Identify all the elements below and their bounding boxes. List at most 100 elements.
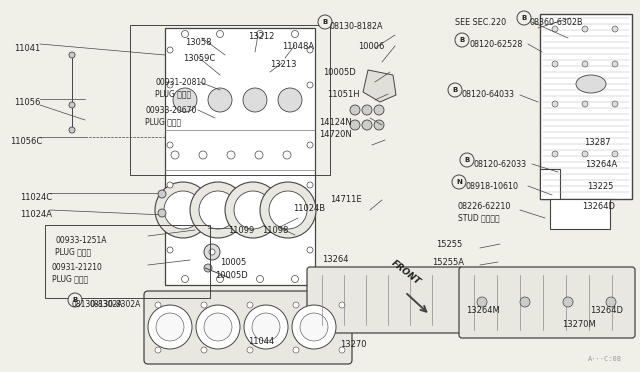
Text: 10005D: 10005D xyxy=(215,271,248,280)
Circle shape xyxy=(520,297,530,307)
Circle shape xyxy=(612,61,618,67)
Text: 11048A: 11048A xyxy=(282,42,314,51)
Text: 13212: 13212 xyxy=(248,32,275,41)
Text: 11056: 11056 xyxy=(14,98,40,107)
Circle shape xyxy=(158,209,166,217)
Polygon shape xyxy=(363,70,396,102)
Text: 00931-21210: 00931-21210 xyxy=(52,263,103,272)
Circle shape xyxy=(173,88,197,112)
Circle shape xyxy=(208,88,232,112)
Circle shape xyxy=(234,191,272,229)
Circle shape xyxy=(156,313,184,341)
Circle shape xyxy=(291,31,298,38)
Circle shape xyxy=(350,105,360,115)
Text: B: B xyxy=(452,87,458,93)
Text: 15255: 15255 xyxy=(436,240,462,249)
Text: 11024B: 11024B xyxy=(293,204,325,213)
Text: PLUG プラグ: PLUG プラグ xyxy=(145,117,181,126)
Circle shape xyxy=(283,151,291,159)
Bar xyxy=(550,199,610,229)
Text: 11056C: 11056C xyxy=(10,137,42,146)
Circle shape xyxy=(552,151,558,157)
Circle shape xyxy=(182,31,189,38)
Text: B: B xyxy=(460,37,465,43)
Circle shape xyxy=(307,82,313,88)
Text: 08120-64033: 08120-64033 xyxy=(462,90,515,99)
Text: 08130-8302A: 08130-8302A xyxy=(90,300,141,309)
Circle shape xyxy=(247,302,253,308)
Circle shape xyxy=(448,83,462,97)
Text: 11024A: 11024A xyxy=(20,210,52,219)
Text: STUD スタッド: STUD スタッド xyxy=(458,213,500,222)
Circle shape xyxy=(563,297,573,307)
Text: PLUG プラグ: PLUG プラグ xyxy=(52,274,88,283)
Circle shape xyxy=(374,105,384,115)
Circle shape xyxy=(155,347,161,353)
Circle shape xyxy=(339,302,345,308)
Text: 08130-8302A: 08130-8302A xyxy=(72,300,124,309)
Circle shape xyxy=(612,101,618,107)
Bar xyxy=(540,14,632,199)
Circle shape xyxy=(460,153,474,167)
Circle shape xyxy=(612,151,618,157)
Circle shape xyxy=(291,276,298,282)
Text: 00933-20670: 00933-20670 xyxy=(145,106,196,115)
Text: 14720N: 14720N xyxy=(319,130,352,139)
Text: 13264D: 13264D xyxy=(590,306,623,315)
Circle shape xyxy=(199,151,207,159)
Circle shape xyxy=(148,305,192,349)
FancyBboxPatch shape xyxy=(307,267,463,333)
Text: PLUG プラグ: PLUG プラグ xyxy=(155,89,191,98)
Text: 14711E: 14711E xyxy=(330,195,362,204)
Circle shape xyxy=(227,151,235,159)
Circle shape xyxy=(606,297,616,307)
Circle shape xyxy=(350,120,360,130)
Text: 08360-6302B: 08360-6302B xyxy=(530,18,584,27)
Circle shape xyxy=(362,105,372,115)
Circle shape xyxy=(517,11,531,25)
Text: 10005: 10005 xyxy=(220,258,246,267)
Circle shape xyxy=(269,191,307,229)
Text: B: B xyxy=(323,19,328,25)
Circle shape xyxy=(300,313,328,341)
Bar xyxy=(165,28,315,285)
Text: FRONT: FRONT xyxy=(390,259,422,287)
Text: A···C:08: A···C:08 xyxy=(588,356,622,362)
Circle shape xyxy=(278,88,302,112)
Circle shape xyxy=(201,347,207,353)
Circle shape xyxy=(69,127,75,133)
Text: 08130-8182A: 08130-8182A xyxy=(330,22,383,31)
Text: 13287: 13287 xyxy=(584,138,611,147)
Circle shape xyxy=(307,247,313,253)
Circle shape xyxy=(158,190,166,198)
Circle shape xyxy=(455,33,469,47)
Circle shape xyxy=(552,101,558,107)
Text: 08120-62033: 08120-62033 xyxy=(474,160,527,169)
Text: 11051H: 11051H xyxy=(327,90,360,99)
Circle shape xyxy=(167,247,173,253)
Text: N: N xyxy=(456,179,462,185)
Circle shape xyxy=(155,182,211,238)
Circle shape xyxy=(199,191,237,229)
Text: 13264M: 13264M xyxy=(466,306,500,315)
Circle shape xyxy=(167,142,173,148)
Circle shape xyxy=(293,347,299,353)
Text: 13264: 13264 xyxy=(322,255,349,264)
Circle shape xyxy=(452,175,466,189)
Circle shape xyxy=(216,31,223,38)
Text: 13059C: 13059C xyxy=(183,54,215,63)
Text: 11024C: 11024C xyxy=(20,193,52,202)
Text: 14124N: 14124N xyxy=(319,118,351,127)
Text: 11098: 11098 xyxy=(262,226,289,235)
Circle shape xyxy=(374,120,384,130)
Circle shape xyxy=(339,347,345,353)
Circle shape xyxy=(582,101,588,107)
Text: 13225: 13225 xyxy=(587,182,613,191)
Text: 11041: 11041 xyxy=(14,44,40,53)
Circle shape xyxy=(155,302,161,308)
Text: 00931-20810: 00931-20810 xyxy=(155,78,206,87)
Text: 08918-10610: 08918-10610 xyxy=(466,182,519,191)
Text: 13270: 13270 xyxy=(340,340,367,349)
Circle shape xyxy=(182,276,189,282)
Text: 10006: 10006 xyxy=(358,42,385,51)
